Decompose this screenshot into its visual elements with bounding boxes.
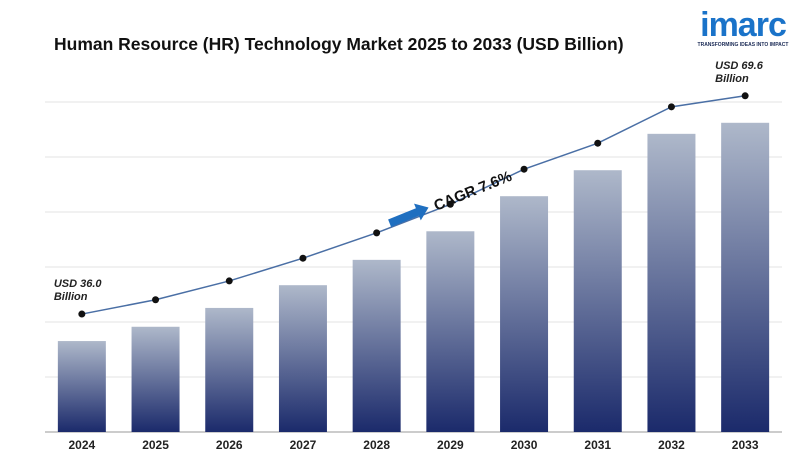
trend-point bbox=[152, 296, 160, 304]
x-tick-label: 2028 bbox=[363, 438, 390, 452]
trend-point bbox=[78, 310, 86, 318]
trend-point bbox=[446, 200, 454, 208]
trend-point bbox=[299, 254, 307, 262]
bar bbox=[500, 196, 549, 432]
value-label: USD 36.0 Billion bbox=[53, 278, 102, 304]
logo-tagline: TRANSFORMING IDEAS INTO IMPACT bbox=[697, 42, 789, 48]
x-tick-label: 2033 bbox=[732, 438, 759, 452]
bar bbox=[426, 231, 475, 432]
trend-point bbox=[520, 165, 528, 173]
trend-point bbox=[225, 277, 233, 285]
bar bbox=[278, 285, 327, 432]
trend-line bbox=[81, 95, 746, 315]
x-tick-label: 2029 bbox=[437, 438, 464, 452]
bar bbox=[352, 259, 401, 432]
chart-title: Human Resource (HR) Technology Market 20… bbox=[54, 34, 624, 54]
cagr-arrow bbox=[388, 203, 429, 227]
bar bbox=[57, 341, 106, 432]
x-tick-label: 2024 bbox=[68, 438, 95, 452]
bar bbox=[205, 307, 254, 432]
logo: imarc TRANSFORMING IDEAS INTO IMPACT bbox=[690, 8, 796, 48]
bar bbox=[573, 170, 622, 432]
x-tick-label: 2030 bbox=[511, 438, 538, 452]
x-tick-label: 2026 bbox=[216, 438, 243, 452]
trend-point bbox=[667, 103, 675, 111]
bar bbox=[131, 326, 180, 432]
bar bbox=[721, 122, 770, 432]
x-tick-label: 2027 bbox=[290, 438, 317, 452]
cagr-annotation: CAGR 7.6% bbox=[388, 168, 514, 227]
trend-point bbox=[594, 139, 602, 147]
trend-point bbox=[373, 229, 381, 237]
x-tick-label: 2025 bbox=[142, 438, 169, 452]
value-label: USD 69.6 Billion bbox=[715, 59, 763, 85]
x-tick-label: 2032 bbox=[658, 438, 685, 452]
x-tick-label: 2031 bbox=[584, 438, 611, 452]
trend-point bbox=[741, 92, 749, 100]
bar bbox=[647, 133, 696, 433]
logo-name: imarc bbox=[700, 6, 787, 44]
